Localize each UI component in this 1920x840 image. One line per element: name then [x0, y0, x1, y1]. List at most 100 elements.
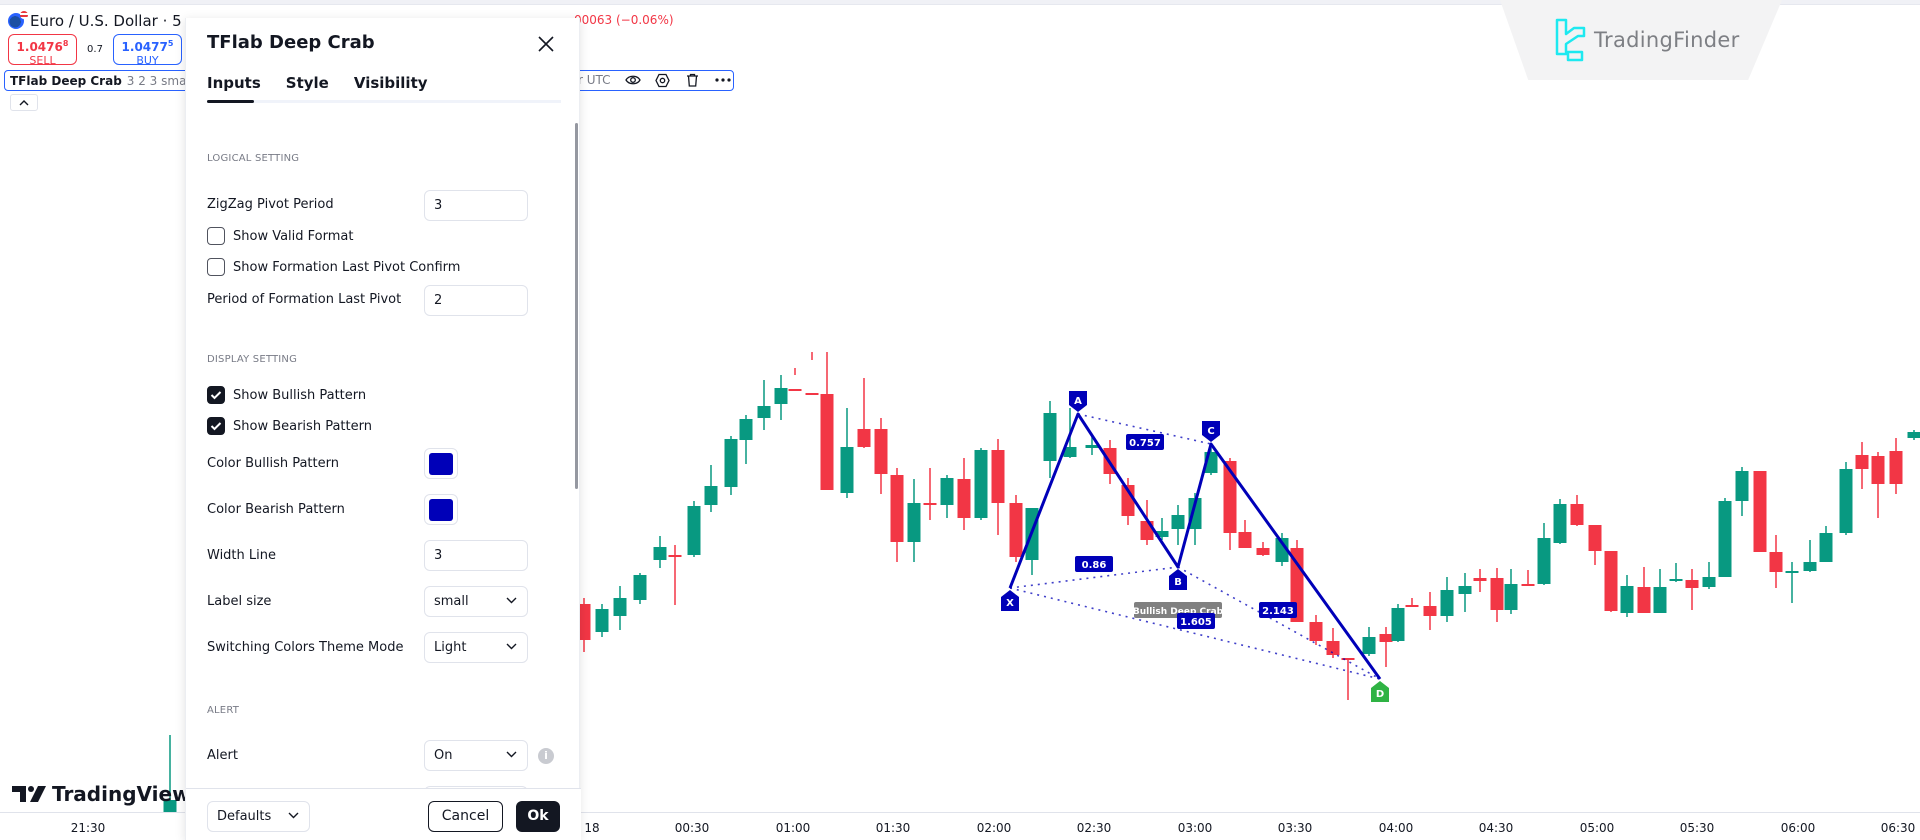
price-chart[interactable]: Bullish Deep Crab 0.757 0.86 2.143 1.605 X A B C… [0, 0, 1920, 812]
width-line-label: Width Line [207, 548, 276, 563]
bearish-candle [788, 368, 802, 391]
pivot-marker-b: B [1169, 569, 1187, 590]
ok-button[interactable]: Ok [516, 801, 560, 832]
theme-mode-select[interactable]: Light [424, 632, 528, 663]
bullish-candle [840, 408, 854, 498]
color-bearish-picker[interactable] [424, 494, 458, 525]
bearish-candle [957, 458, 971, 530]
bearish-candle [991, 439, 1005, 535]
label-size-select[interactable]: small [424, 586, 528, 617]
color-bullish-picker[interactable] [424, 448, 458, 479]
time-tick: 01:00 [775, 821, 811, 835]
eur-usd-flag-icon [8, 11, 28, 29]
bullish-candle [1440, 577, 1454, 622]
bearish-candle [1769, 535, 1783, 588]
bullish-candle [1537, 523, 1551, 585]
deep-crab-pattern[interactable]: Bullish Deep Crab 0.757 0.86 2.143 1.605 X A B C… [1001, 391, 1389, 702]
show-valid-format-checkbox[interactable]: Show Valid Format [207, 227, 353, 245]
collapse-legend-button[interactable] [10, 94, 38, 111]
trash-icon[interactable] [685, 72, 701, 88]
time-tick: 04:00 [1378, 821, 1414, 835]
sell-button[interactable]: 1.04768 SELL [8, 34, 77, 67]
eye-icon[interactable] [624, 72, 641, 88]
bullish-candle [163, 735, 177, 812]
bearish-candle [1855, 442, 1869, 489]
svg-text:A: A [1074, 396, 1082, 407]
bearish-candle [820, 352, 834, 490]
info-icon[interactable]: i [538, 748, 554, 764]
show-bearish-checkbox[interactable]: Show Bearish Pattern [207, 417, 372, 435]
tab-bar-track [207, 100, 561, 103]
tradingfinder-watermark: TradingFinder [1500, 0, 1782, 80]
zigzag-period-input[interactable]: 3 [424, 190, 528, 221]
color-bearish-label: Color Bearish Pattern [207, 502, 345, 517]
show-bullish-checkbox[interactable]: Show Bullish Pattern [207, 386, 366, 404]
checkbox-checked-icon [207, 417, 225, 435]
svg-text:D: D [1376, 689, 1384, 700]
chevron-down-icon [506, 751, 517, 758]
time-tick: 01:30 [875, 821, 911, 835]
bearish-candle [577, 598, 591, 652]
color-bullish-swatch [429, 452, 453, 475]
theme-mode-value: Light [434, 640, 467, 655]
chevron-down-icon [288, 812, 299, 819]
bearish-candle [1140, 500, 1154, 545]
buy-button[interactable]: 1.04775 BUY [113, 34, 182, 67]
bearish-candle [1889, 438, 1903, 494]
dialog-title: TFlab Deep Crab [207, 32, 375, 53]
bearish-candle [1490, 568, 1504, 622]
close-button[interactable] [534, 32, 558, 56]
bullish-candle [1155, 518, 1169, 540]
tab-visibility[interactable]: Visibility [353, 74, 428, 92]
spread-value: 0.7 [87, 44, 103, 55]
bearish-candle [1379, 627, 1393, 667]
time-tick: 04:30 [1478, 821, 1514, 835]
bearish-candle [1570, 495, 1584, 526]
dialog-footer: Defaults Cancel Ok [186, 788, 581, 840]
show-last-pivot-confirm-checkbox[interactable]: Show Formation Last Pivot Confirm [207, 258, 460, 276]
bullish-candle [653, 536, 667, 568]
time-tick: 02:00 [976, 821, 1012, 835]
tradingview-watermark[interactable]: TradingView [12, 782, 191, 806]
checkbox-checked-icon [207, 386, 225, 404]
bullish-candle [907, 479, 921, 562]
indicator-name: TFlab Deep Crab [10, 73, 122, 88]
bullish-candle [1085, 436, 1099, 455]
inputs-panel: LOGICAL SETTING ZigZag Pivot Period 3 Sh… [186, 103, 581, 803]
bearish-candle [1341, 658, 1355, 700]
bearish-candle [1521, 570, 1535, 586]
chevron-down-icon [506, 597, 517, 604]
more-options-icon[interactable] [714, 72, 731, 88]
defaults-dropdown[interactable]: Defaults [207, 801, 310, 832]
bearish-candle [1753, 471, 1767, 552]
tab-style[interactable]: Style [285, 74, 329, 92]
time-tick: 03:30 [1277, 821, 1313, 835]
bullish-candle [974, 448, 988, 520]
pattern-name-label: Bullish Deep Crab [1133, 607, 1224, 617]
last-pivot-period-label: Period of Formation Last Pivot [207, 292, 402, 307]
defaults-label: Defaults [217, 809, 272, 824]
dialog-tabs: Inputs Style Visibility [207, 74, 428, 92]
bearish-candle [1256, 542, 1270, 556]
time-tick: 06:00 [1780, 821, 1816, 835]
last-pivot-period-input[interactable]: 2 [424, 285, 528, 316]
bullish-candle [1171, 505, 1185, 545]
width-line-input[interactable]: 3 [424, 540, 528, 571]
tradingfinder-text: TradingFinder [1594, 28, 1740, 52]
svg-text:X: X [1006, 598, 1014, 609]
symbol-label: Euro / U.S. Dollar · 5 [30, 12, 182, 30]
zigzag-period-label: ZigZag Pivot Period [207, 197, 334, 212]
dialog-scrollbar[interactable] [575, 123, 578, 489]
active-tab-indicator [207, 100, 254, 103]
theme-mode-label: Switching Colors Theme Mode [207, 640, 404, 655]
bullish-candle [1702, 562, 1716, 589]
bearish-candle [923, 468, 937, 520]
tab-inputs[interactable]: Inputs [207, 74, 261, 92]
settings-icon[interactable] [655, 72, 671, 88]
alert-select[interactable]: On [424, 740, 528, 771]
symbol-title[interactable]: Euro / U.S. Dollar · 5 [8, 11, 182, 30]
candles [163, 352, 1920, 812]
cancel-button[interactable]: Cancel [428, 801, 503, 832]
bearish-candle [890, 468, 904, 562]
time-tick: 00:30 [674, 821, 710, 835]
